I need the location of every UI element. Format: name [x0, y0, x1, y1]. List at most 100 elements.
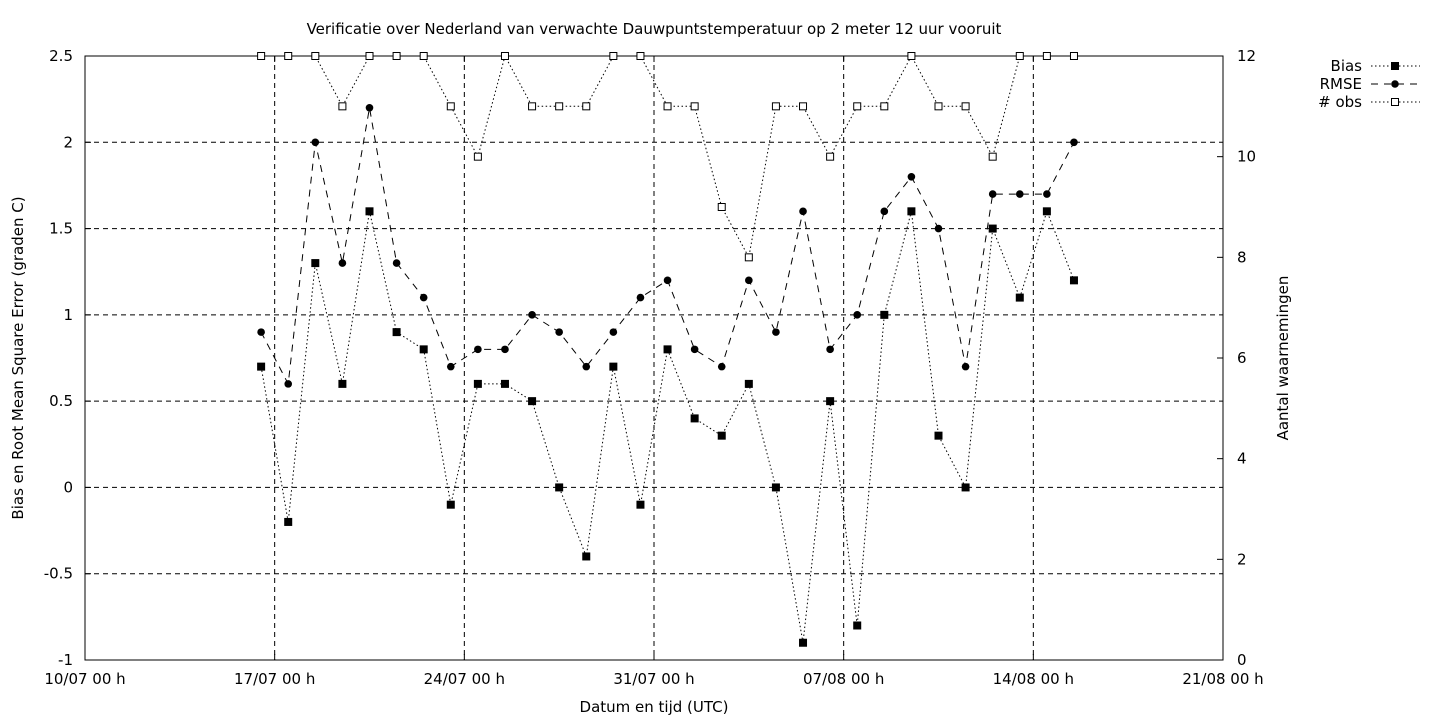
data-point [446, 362, 455, 371]
y2-tick-label: 6 [1237, 349, 1247, 367]
data-point [934, 102, 943, 111]
x-tick-label: 17/07 00 h [234, 670, 315, 688]
data-point [771, 483, 780, 492]
data-point [555, 328, 563, 336]
data-point [500, 379, 509, 388]
data-point [609, 52, 618, 60]
data-point [311, 52, 320, 60]
legend-marker [1391, 80, 1399, 88]
data-point [1015, 293, 1024, 302]
data-point [284, 380, 293, 388]
data-point [961, 102, 970, 111]
y-tick-label: -0.5 [44, 565, 73, 583]
data-point [582, 102, 591, 111]
y-tick-label: 0 [63, 478, 73, 496]
x-tick-label: 21/08 00 h [1182, 670, 1263, 688]
legend-label: Bias [1331, 57, 1363, 75]
data-point [1069, 276, 1078, 285]
data-point [473, 152, 482, 161]
data-point [717, 431, 726, 440]
series-line [260, 107, 1075, 386]
data-point [392, 52, 401, 60]
data-point [555, 483, 564, 492]
data-point [392, 328, 401, 337]
data-point [826, 345, 834, 354]
x-tick-label: 24/07 00 h [424, 670, 505, 688]
data-point [988, 152, 997, 161]
series-0 [257, 207, 1078, 647]
series-layer [257, 52, 1078, 647]
legend-marker [1391, 62, 1399, 70]
data-point [690, 345, 699, 354]
data-point [1043, 190, 1051, 198]
data-point [446, 102, 455, 111]
data-point [880, 102, 889, 111]
data-point [690, 102, 699, 111]
data-point [1069, 52, 1078, 60]
data-point [690, 414, 699, 423]
data-point [826, 397, 835, 406]
data-point [636, 52, 645, 60]
data-point [609, 328, 618, 336]
y-tick-label: 1.5 [49, 220, 73, 238]
data-point [1015, 52, 1024, 60]
data-point [365, 207, 374, 216]
data-point [528, 102, 537, 111]
data-point [961, 362, 970, 371]
data-point [500, 52, 509, 60]
data-point [772, 328, 780, 336]
series-line [261, 54, 1074, 259]
data-point [636, 293, 645, 302]
data-point [528, 397, 537, 406]
legend-label: # obs [1318, 93, 1362, 111]
x-tick-label: 31/07 00 h [613, 670, 694, 688]
x-axis-label: Datum en tijd (UTC) [580, 698, 729, 716]
data-point [338, 102, 347, 111]
data-point [473, 379, 482, 388]
data-point [880, 207, 889, 216]
data-point [934, 431, 943, 440]
data-point [717, 203, 726, 211]
data-point [961, 483, 970, 492]
data-point [907, 173, 916, 181]
data-point [799, 638, 808, 647]
data-point [582, 552, 591, 561]
data-point [988, 190, 997, 198]
y-axis-label: Bias en Root Mean Square Error (graden C… [9, 196, 27, 519]
y2-tick-label: 12 [1237, 47, 1256, 65]
legend-marker [1391, 98, 1399, 106]
y-tick-label: 2 [63, 133, 73, 151]
y2-axis-label: Aantal waarnemingen [1274, 276, 1292, 441]
data-point [663, 345, 672, 354]
data-point [799, 207, 807, 216]
data-point [826, 152, 835, 161]
y-tick-label: 2.5 [49, 47, 73, 65]
data-point [1015, 190, 1024, 198]
data-point [311, 138, 320, 147]
data-point [853, 102, 862, 111]
data-point [744, 379, 753, 388]
data-point [257, 328, 265, 336]
data-point [446, 500, 455, 509]
data-point [799, 102, 808, 111]
data-point [257, 362, 266, 371]
data-point [365, 52, 374, 60]
y-tick-label: 0.5 [49, 392, 73, 410]
y2-tick-label: 2 [1237, 550, 1247, 568]
data-point [988, 224, 997, 233]
series-2 [257, 52, 1078, 262]
data-point [1070, 138, 1078, 147]
data-point [1042, 207, 1051, 216]
data-point [663, 102, 672, 111]
chart-title: Verificatie over Nederland van verwachte… [307, 20, 1002, 38]
data-point [419, 52, 428, 60]
data-point [474, 345, 482, 354]
axis-ticks: 10/07 00 h 17/07 00 h 24/07 00 h 31/07 00 h… [44, 47, 1264, 688]
data-point [338, 259, 347, 267]
data-point [501, 345, 509, 354]
data-point [365, 103, 374, 112]
data-point [717, 362, 726, 371]
data-point [338, 379, 347, 388]
